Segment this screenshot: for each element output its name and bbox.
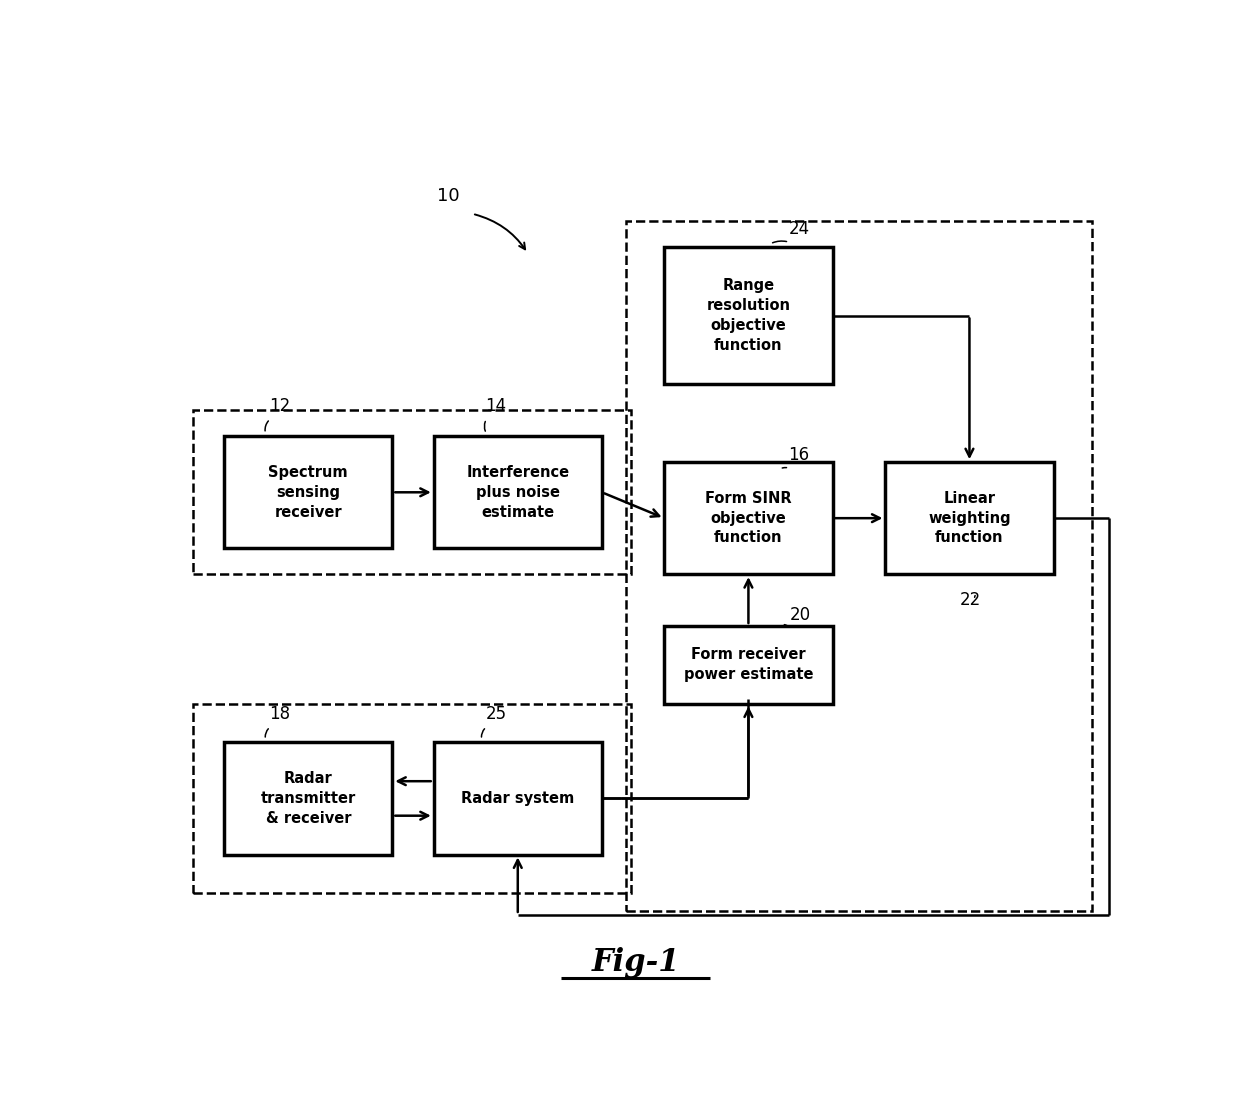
Text: 20: 20 [790, 606, 811, 624]
Text: Range
resolution
objective
function: Range resolution objective function [707, 278, 790, 353]
Text: Radar
transmitter
& receiver: Radar transmitter & receiver [260, 772, 356, 825]
Text: Form receiver
power estimate: Form receiver power estimate [683, 647, 813, 682]
FancyBboxPatch shape [885, 463, 1054, 575]
FancyBboxPatch shape [665, 246, 832, 384]
Text: 25: 25 [486, 704, 507, 722]
FancyBboxPatch shape [224, 437, 392, 549]
Text: 16: 16 [789, 446, 810, 464]
FancyBboxPatch shape [434, 743, 601, 855]
FancyBboxPatch shape [434, 437, 601, 549]
Text: Linear
weighting
function: Linear weighting function [928, 491, 1011, 545]
Text: Form SINR
objective
function: Form SINR objective function [706, 491, 791, 545]
Text: 12: 12 [269, 396, 290, 414]
Text: Spectrum
sensing
receiver: Spectrum sensing receiver [269, 465, 348, 520]
Text: 18: 18 [269, 704, 290, 722]
Text: 10: 10 [436, 187, 459, 205]
FancyBboxPatch shape [665, 626, 832, 703]
Text: 22: 22 [960, 590, 981, 609]
Text: Radar system: Radar system [461, 791, 574, 806]
FancyBboxPatch shape [224, 743, 392, 855]
Text: Interference
plus noise
estimate: Interference plus noise estimate [466, 465, 569, 520]
Text: 14: 14 [486, 396, 507, 414]
Text: Fig-1: Fig-1 [591, 946, 680, 978]
Text: 24: 24 [789, 220, 810, 237]
FancyBboxPatch shape [665, 463, 832, 575]
